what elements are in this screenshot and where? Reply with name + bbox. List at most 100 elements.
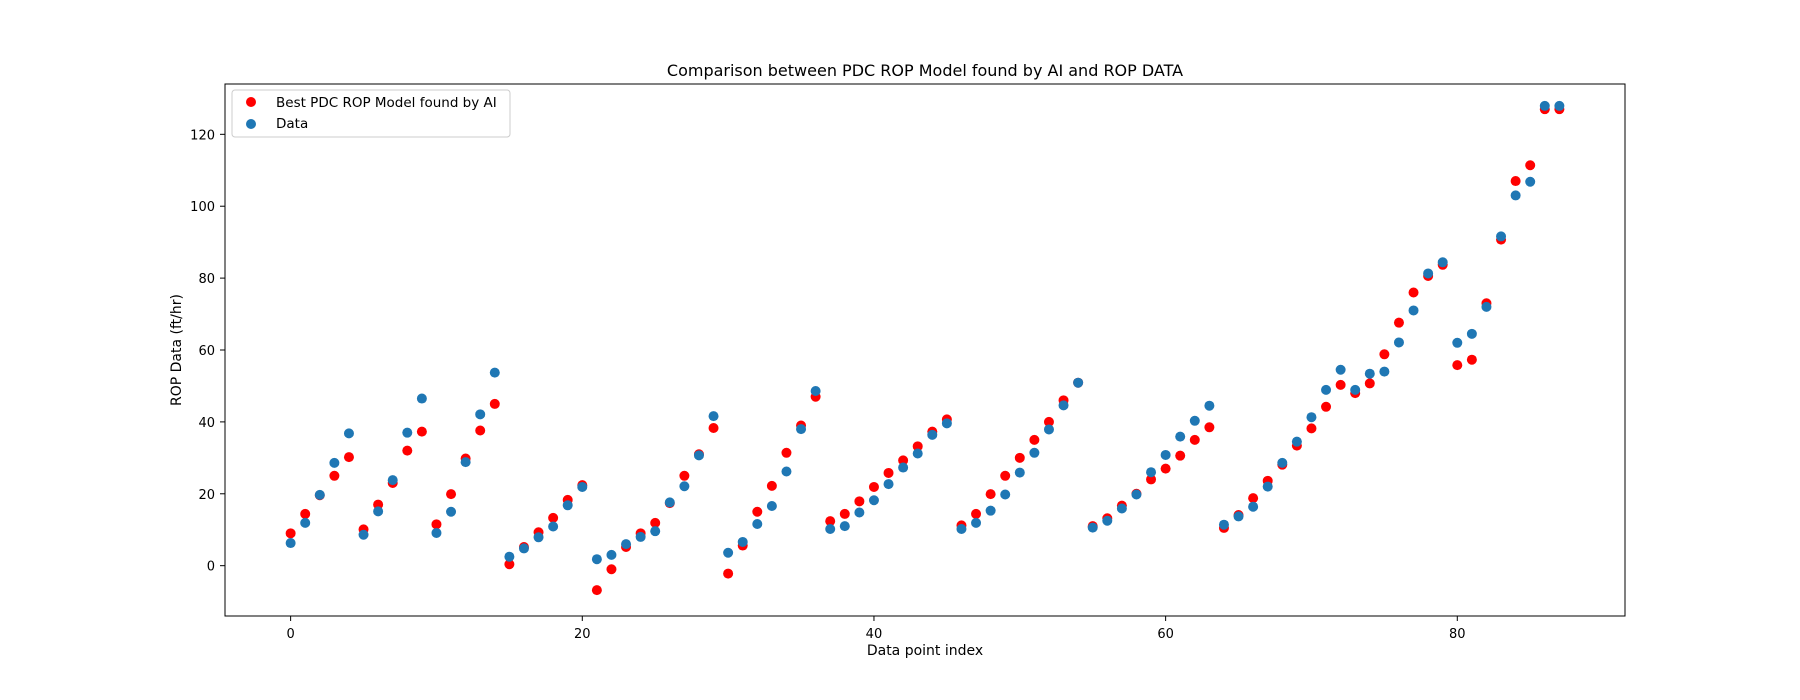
point-data-64 bbox=[1218, 519, 1229, 530]
x-tick-label-20: 20 bbox=[574, 627, 591, 642]
point-model-66 bbox=[1248, 493, 1259, 504]
point-data-23 bbox=[621, 539, 632, 550]
point-data-86 bbox=[1539, 100, 1550, 111]
x-tick-label-60: 60 bbox=[1157, 627, 1174, 642]
point-data-59 bbox=[1146, 467, 1157, 478]
point-data-70 bbox=[1306, 412, 1317, 423]
point-data-6 bbox=[373, 506, 384, 517]
point-model-21 bbox=[591, 585, 602, 596]
point-model-70 bbox=[1306, 423, 1317, 434]
legend-marker-model bbox=[246, 97, 256, 107]
point-data-75 bbox=[1379, 366, 1390, 377]
point-data-5 bbox=[358, 529, 369, 540]
point-model-32 bbox=[752, 506, 763, 517]
legend: Best PDC ROP Model found by AI Data bbox=[231, 89, 511, 138]
point-data-45 bbox=[941, 418, 952, 429]
point-model-42 bbox=[898, 455, 909, 466]
point-data-53 bbox=[1058, 400, 1069, 411]
point-model-14 bbox=[489, 398, 500, 409]
point-data-83 bbox=[1496, 231, 1507, 242]
point-data-74 bbox=[1364, 368, 1375, 379]
point-data-56 bbox=[1102, 515, 1113, 526]
point-data-51 bbox=[1029, 447, 1040, 458]
point-model-50 bbox=[1014, 452, 1025, 463]
point-data-25 bbox=[650, 526, 661, 537]
point-model-63 bbox=[1204, 422, 1215, 433]
point-data-10 bbox=[431, 527, 442, 538]
point-model-59 bbox=[1146, 474, 1157, 485]
point-data-79 bbox=[1437, 257, 1448, 268]
point-model-22 bbox=[606, 564, 617, 575]
x-axis-label: Data point index bbox=[867, 643, 983, 659]
point-model-76 bbox=[1393, 317, 1404, 328]
point-model-3 bbox=[329, 470, 340, 481]
point-data-21 bbox=[591, 554, 602, 565]
point-model-47 bbox=[971, 508, 982, 519]
point-data-38 bbox=[839, 521, 850, 532]
point-model-48 bbox=[985, 489, 996, 500]
point-data-65 bbox=[1233, 511, 1244, 522]
y-axis: 0 20 40 60 80 100 120 bbox=[190, 128, 225, 575]
y-axis-label: ROP Data (ft/hr) bbox=[169, 294, 185, 406]
point-data-11 bbox=[446, 506, 457, 517]
point-data-49 bbox=[1000, 489, 1011, 500]
point-data-8 bbox=[402, 427, 413, 438]
point-data-4 bbox=[343, 428, 354, 439]
point-data-67 bbox=[1262, 481, 1273, 492]
point-data-58 bbox=[1131, 489, 1142, 500]
point-model-27 bbox=[679, 470, 690, 481]
point-model-37 bbox=[825, 516, 836, 527]
point-data-76 bbox=[1393, 337, 1404, 348]
point-data-47 bbox=[971, 517, 982, 528]
x-tick-label-80: 80 bbox=[1449, 627, 1466, 642]
point-data-40 bbox=[868, 495, 879, 506]
point-data-39 bbox=[854, 507, 865, 518]
point-data-16 bbox=[518, 543, 529, 554]
point-data-24 bbox=[635, 531, 646, 542]
point-model-30 bbox=[723, 568, 734, 579]
legend-label-model: Best PDC ROP Model found by AI bbox=[276, 95, 497, 111]
point-data-9 bbox=[416, 393, 427, 404]
point-data-7 bbox=[387, 475, 398, 486]
point-model-75 bbox=[1379, 349, 1390, 360]
y-tick-label-100: 100 bbox=[190, 200, 215, 215]
x-tick-label-0: 0 bbox=[286, 627, 294, 642]
point-data-61 bbox=[1175, 431, 1186, 442]
point-data-22 bbox=[606, 549, 617, 560]
point-data-33 bbox=[766, 501, 777, 512]
y-tick-label-40: 40 bbox=[198, 416, 215, 431]
legend-box bbox=[231, 89, 511, 138]
x-tick-label-40: 40 bbox=[866, 627, 883, 642]
point-data-85 bbox=[1525, 176, 1536, 187]
point-model-13 bbox=[475, 425, 486, 436]
point-data-13 bbox=[475, 409, 486, 420]
point-model-60 bbox=[1160, 463, 1171, 474]
point-data-77 bbox=[1408, 305, 1419, 316]
point-model-4 bbox=[343, 452, 354, 463]
legend-label-data: Data bbox=[276, 116, 308, 132]
x-axis: 0 20 40 60 80 bbox=[286, 616, 1466, 642]
point-model-29 bbox=[708, 423, 719, 433]
point-data-55 bbox=[1087, 522, 1098, 533]
point-data-84 bbox=[1510, 190, 1521, 201]
point-data-78 bbox=[1423, 268, 1434, 279]
point-data-60 bbox=[1160, 449, 1171, 460]
point-model-77 bbox=[1408, 287, 1419, 298]
point-data-52 bbox=[1043, 424, 1054, 435]
point-model-11 bbox=[446, 489, 457, 500]
point-data-54 bbox=[1073, 377, 1084, 388]
point-data-1 bbox=[300, 517, 311, 528]
legend-marker-data bbox=[246, 119, 256, 129]
point-model-38 bbox=[839, 508, 850, 519]
point-data-80 bbox=[1452, 337, 1463, 348]
point-model-40 bbox=[868, 481, 879, 492]
point-model-49 bbox=[1000, 470, 1011, 481]
point-data-30 bbox=[723, 547, 734, 558]
point-data-68 bbox=[1277, 457, 1288, 468]
point-data-31 bbox=[737, 536, 748, 547]
point-data-29 bbox=[708, 411, 719, 422]
point-model-85 bbox=[1525, 160, 1536, 171]
point-data-20 bbox=[577, 481, 588, 492]
y-tick-label-120: 120 bbox=[190, 128, 215, 143]
points-layer bbox=[285, 100, 1565, 596]
